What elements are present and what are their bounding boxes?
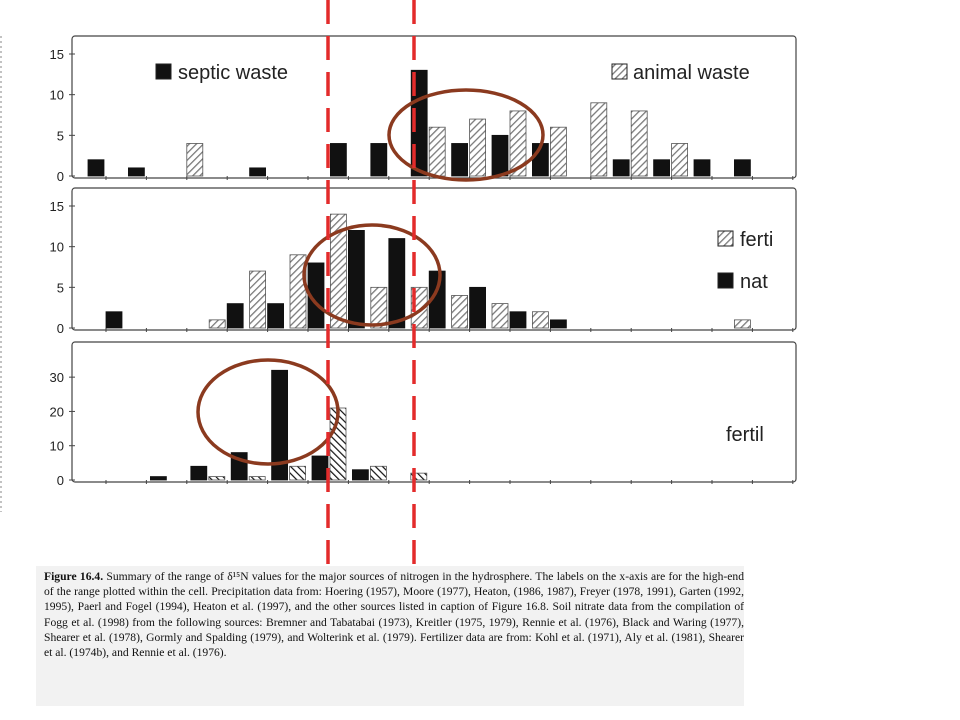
panel-3-bar <box>351 469 369 481</box>
panel-1-bar <box>671 143 688 177</box>
panel-1-bar <box>249 167 267 177</box>
panel-1-bar <box>693 159 711 177</box>
panel-2-bar <box>734 319 751 329</box>
panel-1-legend-label: septic waste <box>178 62 288 84</box>
panel-3-bar <box>208 476 226 481</box>
panel-1-bar <box>630 110 648 177</box>
panel-2-bar <box>105 311 123 329</box>
panel-3-bar <box>289 465 307 481</box>
panel-1-bar <box>509 110 527 177</box>
panel-2-y-tick-label: 15 <box>50 199 64 214</box>
panel-3-y-tick-label: 20 <box>50 404 64 419</box>
panel-1-legend-swatch <box>155 63 172 80</box>
panel-2-bar <box>388 238 406 329</box>
panel-1-bar <box>87 159 105 177</box>
panel-2-legend-swatch <box>717 272 734 289</box>
panel-3-bar <box>248 476 266 481</box>
panel-3-bar <box>410 472 428 481</box>
panel-1-bar <box>127 167 145 177</box>
panel-1-frame <box>71 35 797 179</box>
panel-1-bar <box>428 126 446 177</box>
panel-1-bar <box>653 159 670 177</box>
panel-1-bar <box>590 102 608 177</box>
figure-caption: Figure 16.4. Summary of the range of δ¹⁵… <box>44 569 744 660</box>
panel-2-bar <box>550 319 567 329</box>
panel-2-bar <box>267 303 285 329</box>
panel-2-legend-swatch <box>717 230 734 247</box>
panel-2-legend-label: ferti <box>740 229 773 251</box>
clip-band <box>0 513 960 563</box>
panel-2-bar <box>329 213 347 329</box>
panel-2-bar <box>532 311 549 329</box>
panel-1-y-tick-label: 10 <box>50 88 64 103</box>
panel-1-bar <box>370 143 388 177</box>
annotation-circle-2 <box>302 223 442 327</box>
panel-2-bar <box>509 311 527 329</box>
panel-1-legend-swatch <box>611 63 628 80</box>
panel-2-bar <box>491 303 509 329</box>
panel-1-bar <box>469 118 487 177</box>
panel-1-bar <box>329 143 347 177</box>
panel-3-frame <box>71 341 797 483</box>
panel-2-bar <box>370 286 388 329</box>
panel-2-bar <box>469 286 487 329</box>
panel-2-bar <box>208 319 226 329</box>
caption-label: Figure 16.4. <box>44 570 104 583</box>
panel-2-bar <box>226 303 244 329</box>
panel-3-y-tick-label: 30 <box>50 370 64 385</box>
panel-1-legend-label: animal waste <box>633 62 750 84</box>
panel-2-legend-label: nat <box>740 271 768 293</box>
panel-1-bar <box>491 134 509 177</box>
panel-3-y-tick-label: 0 <box>57 473 64 488</box>
panel-3-y-tick-label: 10 <box>50 439 64 454</box>
panel-2-frame <box>71 187 797 331</box>
panel-2-y-tick-label: 0 <box>57 321 64 336</box>
panel-1-y-tick-label: 15 <box>50 47 64 62</box>
panel-1-y-tick-label: 5 <box>57 128 64 143</box>
panel-2-bar <box>249 270 267 329</box>
panel-1-bar <box>451 143 469 177</box>
panel-1-y-tick-label: 0 <box>57 169 64 184</box>
panel-2-y-tick-label: 10 <box>50 240 64 255</box>
panel-1-bar <box>612 159 630 177</box>
panel-2-y-tick-label: 5 <box>57 280 64 295</box>
panel-2-bar <box>451 295 469 329</box>
panel-3-legend-label: fertil <box>726 424 764 446</box>
panel-1-bar <box>550 126 567 177</box>
annotation-circle-3 <box>196 358 340 466</box>
panel-1-bar <box>734 159 751 177</box>
panel-3-bar <box>369 465 387 481</box>
panel-2-bar <box>347 229 365 329</box>
caption-background <box>36 566 744 706</box>
panel-1-bar <box>186 143 204 177</box>
caption-text: Summary of the range of δ¹⁵N values for … <box>44 570 744 660</box>
panel-3-bar <box>149 476 167 481</box>
panel-3-bar <box>190 465 208 481</box>
panel-3-bar <box>271 369 289 481</box>
annotation-circle-1 <box>387 88 545 182</box>
panel-3-bar <box>311 455 329 481</box>
